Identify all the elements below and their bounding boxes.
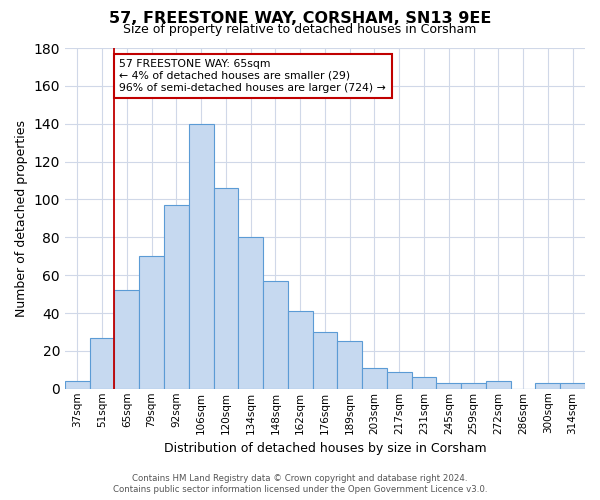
X-axis label: Distribution of detached houses by size in Corsham: Distribution of detached houses by size … [164,442,486,455]
Text: Contains HM Land Registry data © Crown copyright and database right 2024.
Contai: Contains HM Land Registry data © Crown c… [113,474,487,494]
Bar [65,381,89,389]
Bar [387,372,412,389]
Bar [139,256,164,389]
Bar [238,238,263,389]
Bar [461,383,486,389]
Bar [164,205,189,389]
Bar [560,383,585,389]
Bar [486,381,511,389]
Text: 57 FREESTONE WAY: 65sqm
← 4% of detached houses are smaller (29)
96% of semi-det: 57 FREESTONE WAY: 65sqm ← 4% of detached… [119,60,386,92]
Bar [288,311,313,389]
Bar [189,124,214,389]
Bar [89,338,115,389]
Text: 57, FREESTONE WAY, CORSHAM, SN13 9EE: 57, FREESTONE WAY, CORSHAM, SN13 9EE [109,11,491,26]
Bar [214,188,238,389]
Bar [115,290,139,389]
Bar [337,342,362,389]
Y-axis label: Number of detached properties: Number of detached properties [15,120,28,317]
Bar [313,332,337,389]
Text: Size of property relative to detached houses in Corsham: Size of property relative to detached ho… [124,22,476,36]
Bar [535,383,560,389]
Bar [362,368,387,389]
Bar [436,383,461,389]
Bar [412,378,436,389]
Bar [263,281,288,389]
